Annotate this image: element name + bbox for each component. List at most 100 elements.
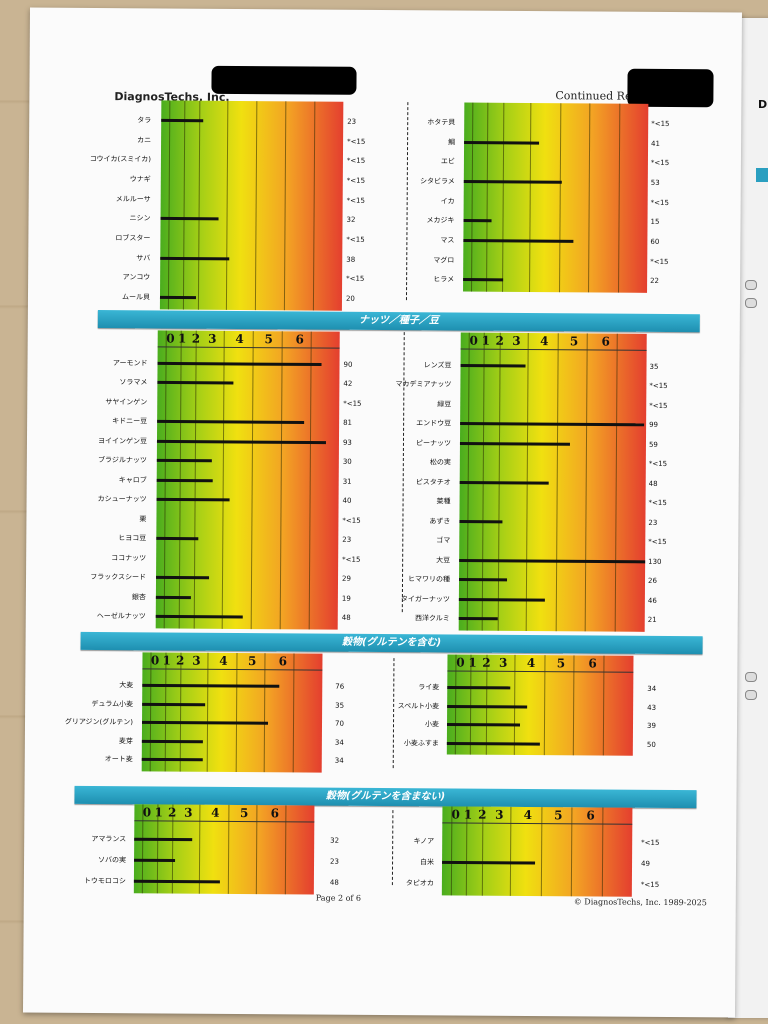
scale-tick-label: 1 xyxy=(463,807,473,822)
scale-tick-label: 4 xyxy=(526,656,536,671)
food-label: キャロブ xyxy=(118,475,147,485)
binder-ring xyxy=(745,672,757,682)
food-label: 西洋クルミ xyxy=(414,614,450,623)
result-bar xyxy=(134,837,192,841)
next-page-header-bar xyxy=(756,168,768,182)
food-label: 麦芽 xyxy=(118,736,133,746)
scale-tick-label: 5 xyxy=(264,332,273,347)
scale-tick-label: 2 xyxy=(495,333,504,348)
result-bar xyxy=(447,723,520,727)
food-label: サバ xyxy=(136,254,151,263)
scale-tick-label: 1 xyxy=(162,653,171,668)
result-value: 23 xyxy=(330,857,340,866)
redaction-block xyxy=(627,68,714,108)
scale-tick-label: 1 xyxy=(178,331,187,346)
result-bar xyxy=(459,519,503,524)
food-label: ピーナッツ xyxy=(415,438,452,448)
result-value: *<15 xyxy=(342,516,361,525)
result-bar xyxy=(155,595,191,599)
result-bar xyxy=(458,617,498,621)
food-label: オート麦 xyxy=(104,755,133,764)
result-value: 76 xyxy=(335,682,345,691)
scale-tick-label: 6 xyxy=(270,806,280,821)
result-bar xyxy=(447,704,528,709)
food-label: ゴマ xyxy=(436,536,451,545)
result-bar xyxy=(141,739,204,743)
result-value: 21 xyxy=(647,616,657,625)
scale-tick-label: 2 xyxy=(482,655,491,670)
food-label: 松の実 xyxy=(429,458,451,467)
scale-tick-label: 6 xyxy=(588,656,597,671)
result-value: 29 xyxy=(341,574,351,584)
result-bar xyxy=(142,702,206,707)
binder-ring xyxy=(745,690,757,700)
result-bar xyxy=(141,758,203,762)
result-bar xyxy=(156,576,209,580)
result-value: 34 xyxy=(334,738,344,747)
food-label: 緑豆 xyxy=(437,400,452,409)
result-value: 70 xyxy=(334,719,344,728)
food-label: ヒマワリの種 xyxy=(407,575,451,584)
result-value: 40 xyxy=(342,496,352,506)
result-value: *<15 xyxy=(649,401,668,410)
food-label: サヤインゲン xyxy=(105,397,148,407)
food-label: ニシン xyxy=(129,214,151,223)
result-bar xyxy=(463,278,504,282)
result-bar xyxy=(446,741,540,746)
food-label: アマランス xyxy=(91,834,127,843)
scale-tick-label: 0 xyxy=(150,653,160,668)
result-value: *<15 xyxy=(343,399,362,408)
food-label: タピオカ xyxy=(405,878,434,887)
scale-tick-label: 6 xyxy=(295,332,304,347)
result-value: *<15 xyxy=(346,275,365,284)
result-value: *<15 xyxy=(650,198,669,207)
result-value: 99 xyxy=(649,421,659,430)
result-bar xyxy=(447,686,511,690)
scale-tick-label: 6 xyxy=(278,654,288,669)
food-label: デュラム小麦 xyxy=(91,699,134,709)
binder-ring xyxy=(745,280,757,290)
result-bar xyxy=(133,879,221,883)
result-value: 48 xyxy=(341,613,351,623)
food-label: エビ xyxy=(440,157,455,166)
scale-tick-label: 6 xyxy=(586,808,595,823)
result-value: 93 xyxy=(342,438,352,447)
result-value: *<15 xyxy=(648,538,667,547)
food-label: カシューナッツ xyxy=(97,495,147,504)
result-value: 32 xyxy=(330,836,340,845)
column-divider xyxy=(392,658,395,769)
redaction-block xyxy=(211,65,357,95)
food-label: 小麦 xyxy=(424,720,440,729)
result-value: *<15 xyxy=(347,137,366,146)
scale-tick-label: 3 xyxy=(499,655,508,670)
food-label: 大豆 xyxy=(436,556,451,565)
food-label: キノア xyxy=(413,836,435,845)
result-value: 22 xyxy=(650,277,660,286)
result-bar xyxy=(156,537,199,541)
result-value: 39 xyxy=(646,722,656,731)
scale-tick-label: 5 xyxy=(248,654,257,669)
copyright: © DiagnosTechs, Inc. 1989-2025 xyxy=(573,897,707,908)
scale-tick-label: 5 xyxy=(569,334,579,349)
scale-tick-label: 3 xyxy=(208,331,217,346)
result-value: 15 xyxy=(650,218,660,227)
result-bar xyxy=(464,140,540,145)
result-value: 38 xyxy=(346,255,356,264)
food-label: カニ xyxy=(137,135,152,144)
next-page-letter: D xyxy=(758,98,768,111)
result-value: 50 xyxy=(646,740,656,749)
food-label: マグロ xyxy=(433,256,455,265)
result-value: 26 xyxy=(647,577,657,586)
result-bar xyxy=(458,597,545,602)
food-label: ヘーゼルナッツ xyxy=(96,612,146,621)
result-value: 48 xyxy=(648,479,658,488)
result-bar xyxy=(159,296,197,300)
result-value: 59 xyxy=(648,440,658,449)
scale-tick-label: 1 xyxy=(481,333,491,348)
food-label: アーモンド xyxy=(112,358,148,368)
result-value: *<15 xyxy=(650,257,669,266)
result-value: 23 xyxy=(342,535,352,545)
food-label: あずき xyxy=(429,517,451,526)
food-label: 小麦ふすま xyxy=(403,738,439,748)
food-label: フラックスシード xyxy=(90,573,147,582)
